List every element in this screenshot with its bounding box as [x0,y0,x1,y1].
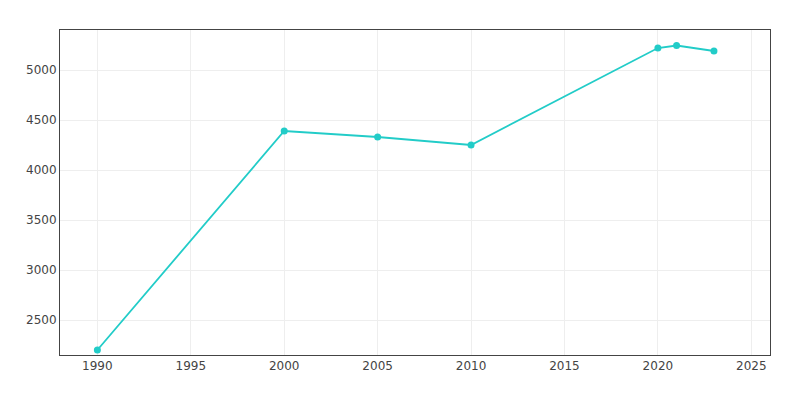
svg-text:2500: 2500 [26,313,57,327]
svg-text:4000: 4000 [26,163,57,177]
svg-text:2005: 2005 [362,359,393,373]
svg-text:4500: 4500 [26,113,57,127]
svg-text:2010: 2010 [456,359,487,373]
svg-text:5000: 5000 [26,63,57,77]
svg-text:3500: 3500 [26,213,57,227]
svg-text:1995: 1995 [176,359,207,373]
svg-text:2015: 2015 [549,359,580,373]
svg-text:2020: 2020 [643,359,674,373]
svg-text:1990: 1990 [82,359,113,373]
svg-text:3000: 3000 [26,263,57,277]
svg-text:2025: 2025 [736,359,767,373]
svg-text:2000: 2000 [269,359,300,373]
